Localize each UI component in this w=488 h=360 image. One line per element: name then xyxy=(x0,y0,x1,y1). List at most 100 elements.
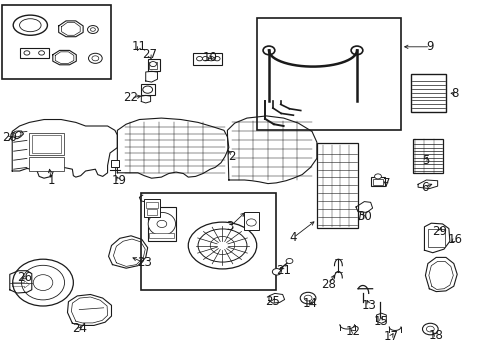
Bar xyxy=(144,199,160,217)
Circle shape xyxy=(304,295,311,301)
Circle shape xyxy=(202,57,208,61)
Text: 24: 24 xyxy=(72,322,86,335)
Polygon shape xyxy=(355,202,372,212)
Bar xyxy=(412,139,442,173)
Text: 10: 10 xyxy=(203,51,217,64)
Text: 18: 18 xyxy=(428,329,443,342)
Polygon shape xyxy=(55,52,74,63)
Circle shape xyxy=(90,28,95,31)
Polygon shape xyxy=(117,118,228,178)
Bar xyxy=(147,207,176,241)
Circle shape xyxy=(214,57,220,61)
Polygon shape xyxy=(425,257,456,292)
Bar xyxy=(2,5,111,79)
Text: 23: 23 xyxy=(137,256,151,269)
Text: 11: 11 xyxy=(132,40,146,53)
Circle shape xyxy=(246,219,256,226)
Circle shape xyxy=(374,174,381,179)
Circle shape xyxy=(300,292,315,304)
Polygon shape xyxy=(145,71,157,82)
Circle shape xyxy=(13,131,21,137)
Polygon shape xyxy=(12,281,29,288)
Bar xyxy=(410,74,445,112)
Polygon shape xyxy=(227,116,316,184)
Text: 28: 28 xyxy=(321,278,335,291)
Text: 20: 20 xyxy=(2,131,17,144)
Text: 16: 16 xyxy=(447,233,461,246)
Circle shape xyxy=(88,53,102,63)
Polygon shape xyxy=(71,297,107,323)
Bar xyxy=(29,157,63,171)
Circle shape xyxy=(263,46,274,55)
Polygon shape xyxy=(268,293,284,303)
Ellipse shape xyxy=(148,212,175,235)
Circle shape xyxy=(92,56,99,61)
Circle shape xyxy=(272,269,281,275)
Polygon shape xyxy=(59,21,83,37)
Circle shape xyxy=(285,258,292,264)
Bar xyxy=(32,135,61,153)
Text: 30: 30 xyxy=(356,210,371,223)
Text: 1: 1 xyxy=(47,174,55,186)
Text: 14: 14 xyxy=(303,297,317,310)
Polygon shape xyxy=(10,271,32,293)
Ellipse shape xyxy=(188,222,256,269)
Polygon shape xyxy=(108,236,147,268)
Text: 26: 26 xyxy=(17,271,32,284)
Text: 12: 12 xyxy=(346,325,360,338)
Bar xyxy=(145,202,158,208)
Text: 2: 2 xyxy=(228,150,236,163)
Ellipse shape xyxy=(21,265,64,300)
Bar xyxy=(20,48,49,58)
Circle shape xyxy=(87,26,98,33)
Circle shape xyxy=(149,62,156,67)
Polygon shape xyxy=(12,120,117,178)
Text: 5: 5 xyxy=(421,154,428,167)
Text: 6: 6 xyxy=(420,181,427,194)
Bar xyxy=(29,133,63,155)
Circle shape xyxy=(196,57,202,61)
Bar xyxy=(193,53,221,65)
Polygon shape xyxy=(67,294,111,325)
Polygon shape xyxy=(376,313,386,323)
Polygon shape xyxy=(113,239,145,266)
Bar xyxy=(427,229,444,247)
Ellipse shape xyxy=(33,275,53,291)
Circle shape xyxy=(350,46,362,55)
Polygon shape xyxy=(428,261,452,289)
Bar xyxy=(147,59,160,71)
Bar xyxy=(111,160,119,167)
Polygon shape xyxy=(53,50,76,65)
Bar xyxy=(149,62,157,69)
Text: 22: 22 xyxy=(123,91,138,104)
Text: 17: 17 xyxy=(383,330,398,343)
Bar xyxy=(256,18,400,130)
Ellipse shape xyxy=(13,15,47,35)
Text: 7: 7 xyxy=(382,177,389,190)
Circle shape xyxy=(426,326,433,332)
Circle shape xyxy=(216,241,228,250)
Text: 4: 4 xyxy=(289,231,297,244)
Circle shape xyxy=(24,51,30,55)
Bar xyxy=(372,179,383,185)
Circle shape xyxy=(208,57,214,61)
Bar xyxy=(243,212,259,230)
Polygon shape xyxy=(141,95,150,103)
Polygon shape xyxy=(61,22,80,35)
Text: 29: 29 xyxy=(432,225,447,238)
Text: 9: 9 xyxy=(426,40,433,53)
Polygon shape xyxy=(417,180,437,189)
Circle shape xyxy=(157,220,166,228)
Text: 13: 13 xyxy=(361,299,376,312)
Text: 8: 8 xyxy=(450,87,458,100)
Bar xyxy=(141,193,276,290)
Circle shape xyxy=(210,237,234,255)
Text: 25: 25 xyxy=(265,295,280,308)
Text: 27: 27 xyxy=(142,48,156,61)
Text: 3: 3 xyxy=(225,220,233,233)
Text: 21: 21 xyxy=(276,264,290,277)
Text: 19: 19 xyxy=(111,174,126,187)
Text: 15: 15 xyxy=(373,315,388,328)
Circle shape xyxy=(142,86,152,93)
Bar xyxy=(141,84,154,95)
